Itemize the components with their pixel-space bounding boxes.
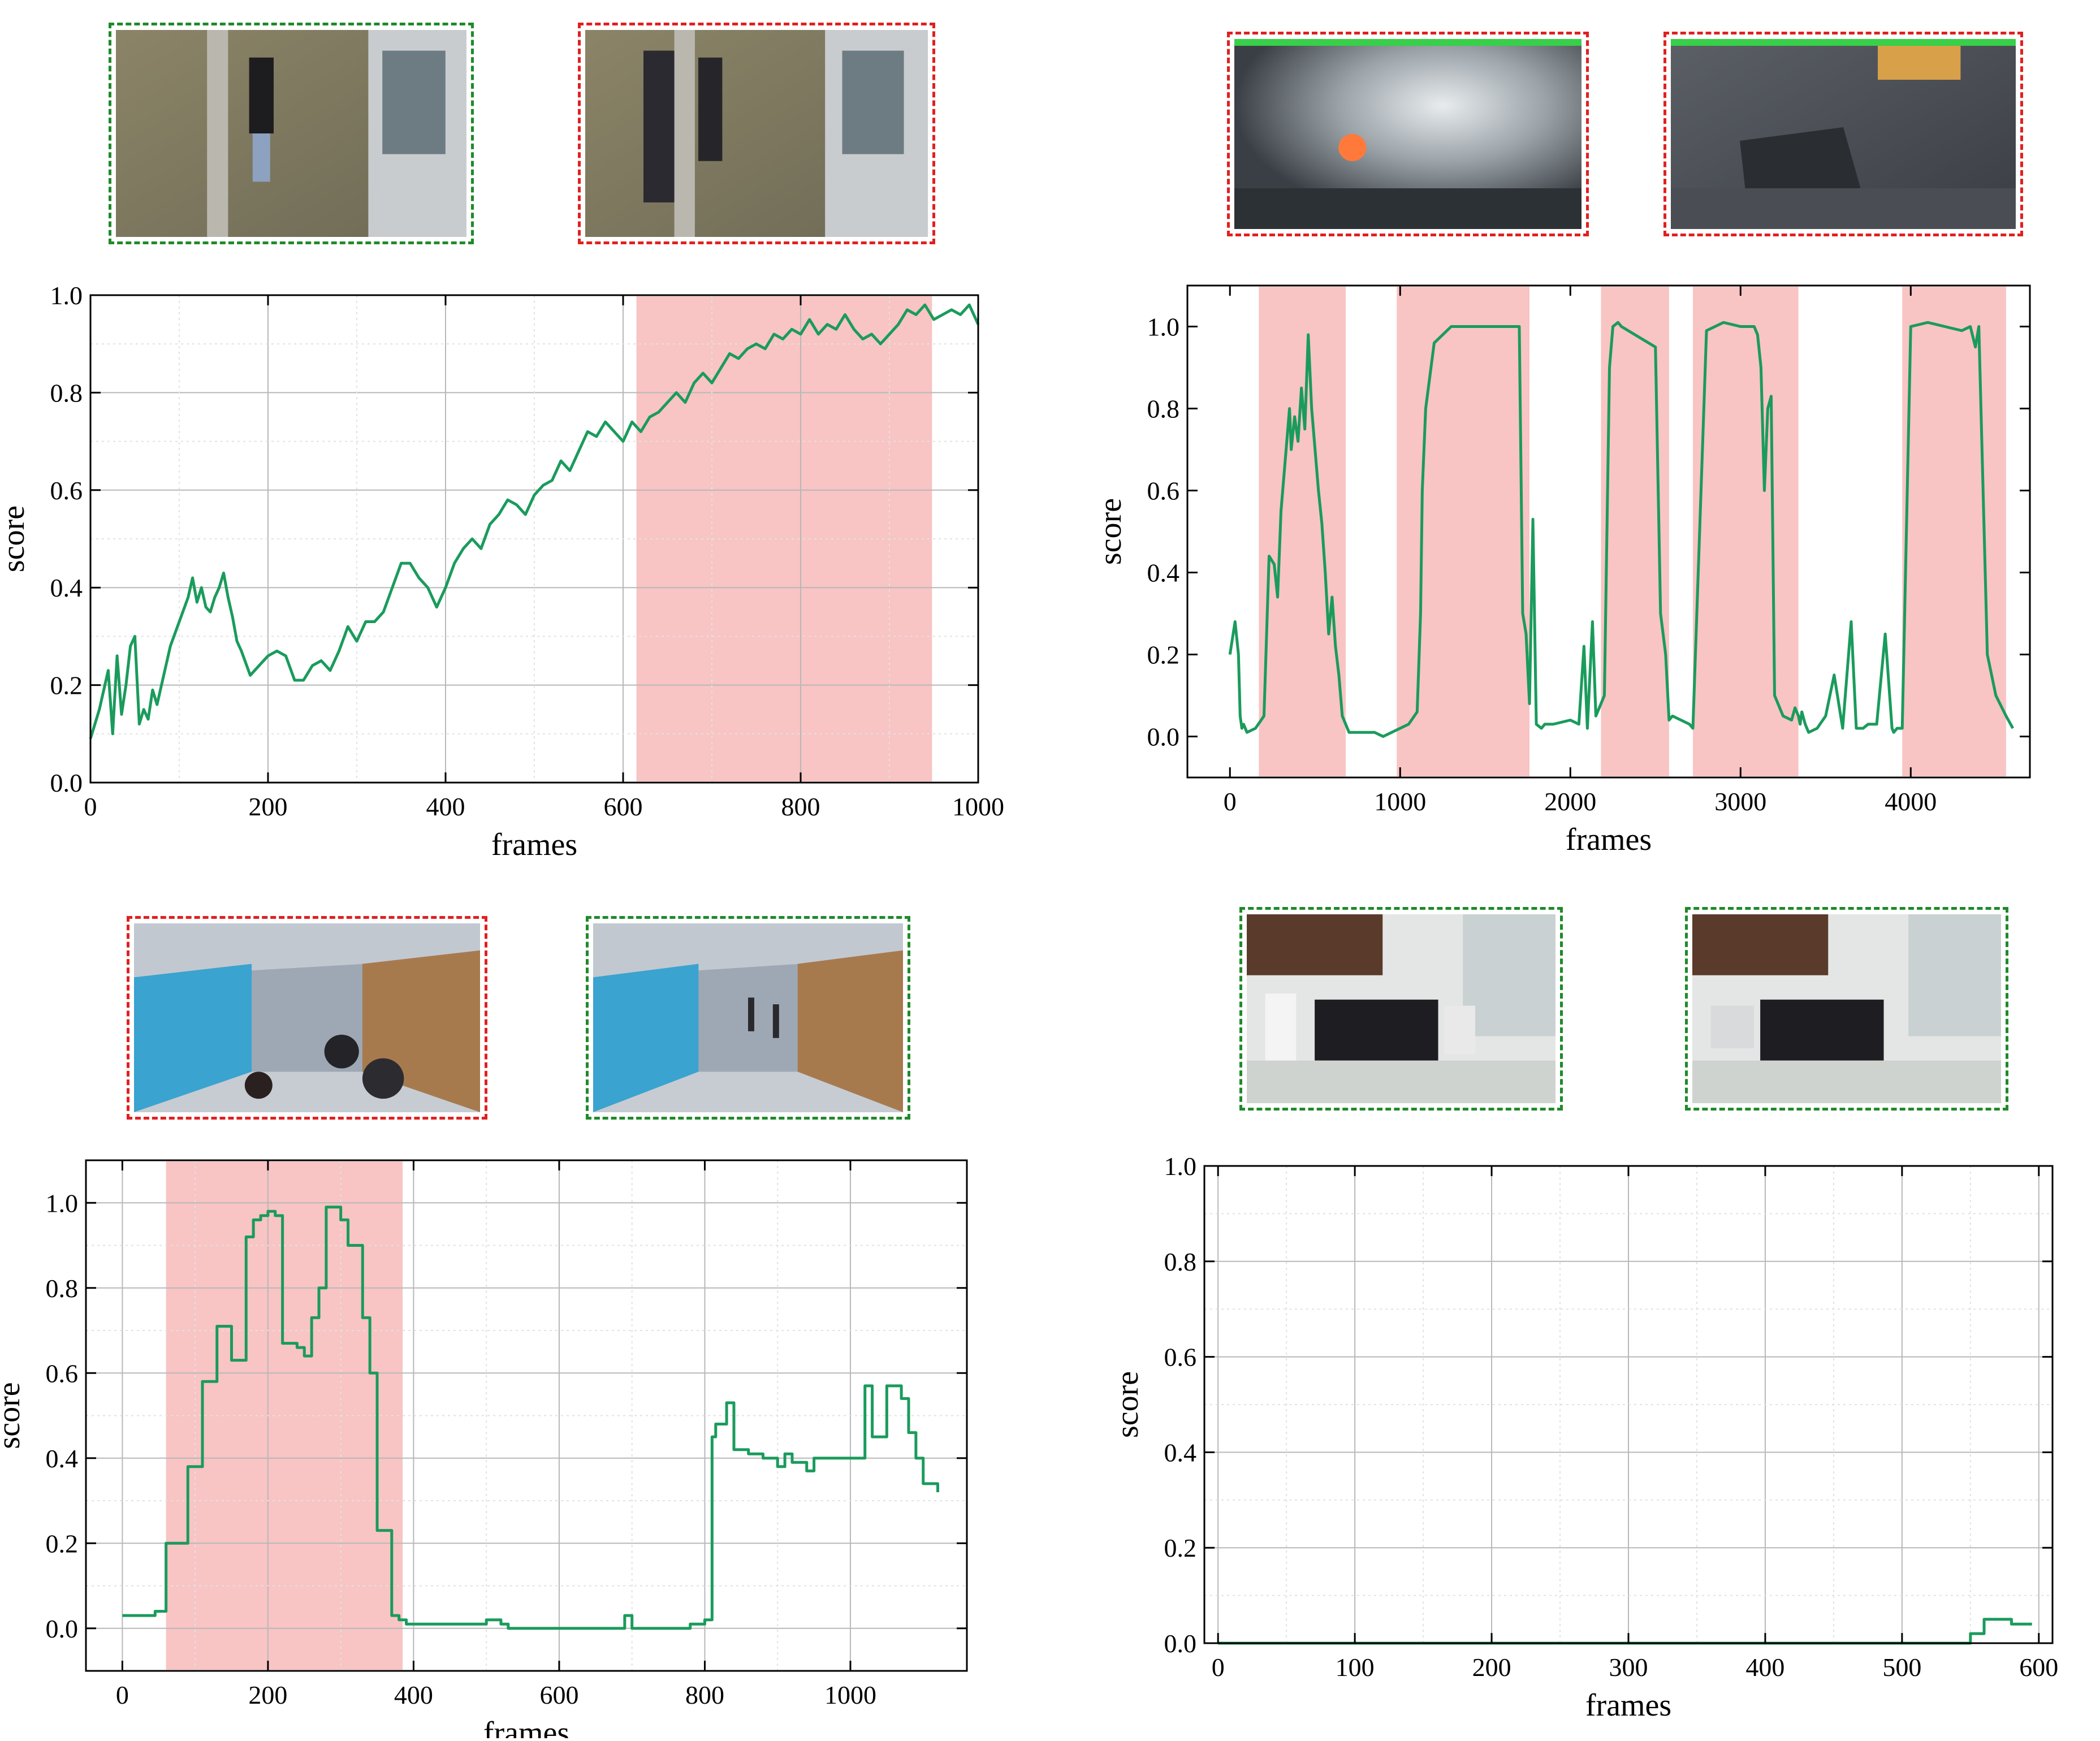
doorway-scene-image xyxy=(116,30,466,237)
y-tick-label: 1.0 xyxy=(46,1189,79,1217)
street-smoke-scene-image xyxy=(1234,39,1582,229)
chart-b-svg: 0 1000 2000 3000 4000 0.0 0.2 0.4 0.6 0.8 1.0 frame… xyxy=(1093,284,2031,857)
x-tick-label: 0 xyxy=(1212,1653,1225,1682)
plot-frame xyxy=(1186,284,2031,779)
chart-c-svg: 0 200 400 600 800 1000 0.0 0.2 0.4 0.6 0.8 1.0 frame… xyxy=(0,1159,968,1741)
y-axis-title: score xyxy=(1093,498,1128,565)
x-axis-title: frames xyxy=(491,827,577,862)
x-tick-label: 2000 xyxy=(1544,787,1596,816)
y-tick-label: 0.2 xyxy=(50,671,83,700)
y-tick-label: 0.8 xyxy=(1147,395,1180,424)
y-tick-label: 1.0 xyxy=(1147,313,1180,342)
anomaly-band xyxy=(1693,287,1799,776)
y-tick-label: 0.6 xyxy=(50,476,83,505)
score-series-line xyxy=(122,1206,939,1630)
x-tick-label: 0 xyxy=(116,1680,129,1709)
y-tick-label: 0.2 xyxy=(1147,641,1180,669)
x-tick-label: 0 xyxy=(1224,787,1237,816)
y-tick-label: 0.0 xyxy=(46,1614,79,1643)
x-tick-label: 0 xyxy=(84,792,97,821)
y-axis-title: score xyxy=(0,506,31,572)
anomaly-band xyxy=(1259,287,1346,776)
score-series-line xyxy=(1228,321,2015,738)
x-tick-label: 200 xyxy=(249,792,288,821)
y-tick-label: 0.6 xyxy=(46,1359,79,1388)
y-tick-label: 0.0 xyxy=(1164,1629,1197,1658)
y-axis-title: score xyxy=(0,1382,27,1449)
chart-c: 0 200 400 600 800 1000 0.0 0.2 0.4 0.6 0.8 1.0 frame… xyxy=(0,1131,1006,1741)
anomaly-band xyxy=(1902,287,2006,776)
chart-d: 0 100 200 300 400 500 600 0.0 0.2 0.4 0.6 0.8 1.0 fra… xyxy=(1091,1131,2100,1738)
score-series-line xyxy=(1218,1618,2032,1645)
thumbnail-normal-frame-d1 xyxy=(1239,907,1563,1111)
x-tick-label: 300 xyxy=(1609,1653,1648,1682)
y-tick-label: 0.8 xyxy=(1164,1247,1197,1276)
y-tick-label: 0.2 xyxy=(1164,1533,1197,1562)
x-tick-label: 600 xyxy=(604,792,643,821)
y-tick-label: 0.0 xyxy=(50,768,83,797)
office-scene-image xyxy=(1692,914,2001,1103)
x-tick-label: 800 xyxy=(685,1680,724,1709)
plot-frame xyxy=(85,1159,968,1672)
y-axis-title: score xyxy=(1110,1371,1145,1438)
chart-a-svg: 0 200 400 600 800 1000 0.0 0.2 0.4 0.6 0.8 1.0 frame… xyxy=(0,281,1004,862)
x-tick-label: 4000 xyxy=(1885,787,1937,816)
thumbnail-anomaly-frame-c xyxy=(127,916,487,1120)
x-tick-label: 200 xyxy=(1472,1653,1511,1682)
y-tick-label: 0.0 xyxy=(1147,723,1180,751)
y-tick-label: 0.8 xyxy=(46,1274,79,1303)
x-tick-label: 600 xyxy=(539,1680,578,1709)
x-tick-label: 800 xyxy=(781,792,820,821)
chart-d-svg: 0 100 200 300 400 500 600 0.0 0.2 0.4 0.6 0.8 1.0 fra… xyxy=(1110,1152,2058,1723)
y-tick-label: 0.4 xyxy=(46,1444,79,1473)
y-tick-label: 0.6 xyxy=(1164,1343,1197,1372)
x-axis-title: frames xyxy=(1585,1688,1671,1723)
doorway-scene-image xyxy=(585,30,928,237)
x-tick-label: 400 xyxy=(1745,1653,1784,1682)
x-axis-title: frames xyxy=(483,1716,569,1738)
y-tick-label: 0.4 xyxy=(1164,1438,1197,1467)
thumbnail-anomaly-frame-b2 xyxy=(1663,32,2023,236)
chart-b: 0 1000 2000 3000 4000 0.0 0.2 0.4 0.6 0.8 1.0 frame… xyxy=(1074,260,2100,888)
x-tick-label: 600 xyxy=(2019,1653,2058,1682)
score-series-line xyxy=(89,303,980,740)
y-tick-label: 1.0 xyxy=(50,281,83,310)
thumbnail-normal-frame-c xyxy=(586,916,910,1120)
x-tick-label: 1000 xyxy=(824,1680,876,1709)
y-tick-label: 0.8 xyxy=(50,378,83,407)
x-tick-label: 400 xyxy=(426,792,465,821)
x-tick-label: 3000 xyxy=(1714,787,1766,816)
x-tick-label: 500 xyxy=(1882,1653,1921,1682)
x-tick-label: 1000 xyxy=(1374,787,1426,816)
street-aftermath-scene-image xyxy=(1671,39,2016,229)
x-tick-label: 400 xyxy=(394,1680,433,1709)
plot-frame xyxy=(89,294,979,784)
x-axis-title: frames xyxy=(1566,822,1652,857)
x-tick-label: 1000 xyxy=(952,792,1004,821)
y-tick-label: 0.6 xyxy=(1147,477,1180,506)
y-tick-label: 1.0 xyxy=(1164,1152,1197,1181)
hallway-scene-image xyxy=(593,923,903,1112)
chart-a: 0 200 400 600 800 1000 0.0 0.2 0.4 0.6 0.8 1.0 frame… xyxy=(0,260,1029,888)
thumbnail-anomaly-frame-a xyxy=(578,23,935,244)
thumbnail-normal-frame-d2 xyxy=(1685,907,2008,1111)
y-tick-label: 0.4 xyxy=(50,573,83,602)
hallway-fight-scene-image xyxy=(134,923,480,1112)
thumbnail-normal-frame-a xyxy=(109,23,474,244)
x-tick-label: 200 xyxy=(248,1680,287,1709)
x-tick-label: 100 xyxy=(1336,1653,1375,1682)
thumbnail-anomaly-frame-b1 xyxy=(1227,32,1589,236)
y-tick-label: 0.2 xyxy=(46,1529,79,1558)
office-scene-image xyxy=(1247,914,1555,1103)
y-tick-label: 0.4 xyxy=(1147,559,1180,587)
